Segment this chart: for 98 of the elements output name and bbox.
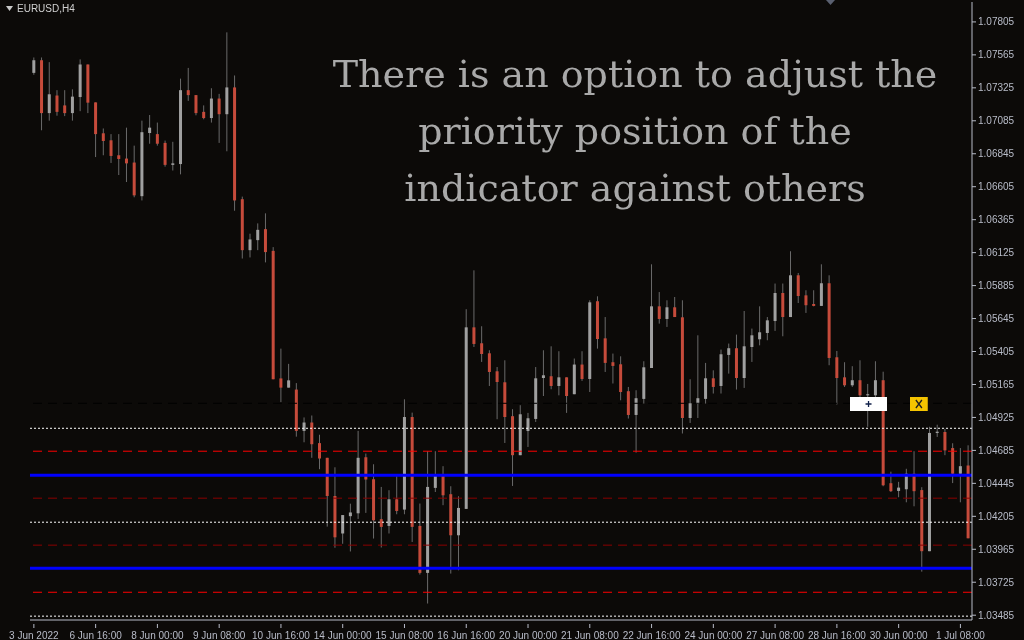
candlestick	[495, 366, 499, 420]
candlestick	[155, 122, 159, 147]
x-tick-label: 28 Jun 16:00	[807, 630, 867, 640]
candlestick	[163, 140, 167, 168]
candlestick	[889, 471, 893, 493]
x-tick-label: 1 Jul 08:00	[935, 630, 986, 640]
y-tick-label: 1.03725	[978, 576, 1015, 588]
candlestick	[557, 350, 561, 396]
candlestick	[472, 269, 476, 348]
candlestick	[171, 141, 175, 172]
candlestick	[565, 376, 569, 414]
candlestick	[379, 486, 383, 548]
y-tick-label: 1.04685	[978, 444, 1015, 456]
candlestick	[47, 61, 51, 122]
candlestick	[194, 94, 198, 116]
x-tick-label: 24 Jun 00:00	[684, 630, 743, 640]
y-tick-label: 1.05405	[978, 346, 1015, 358]
y-tick-label: 1.06605	[978, 181, 1015, 193]
candlestick	[819, 263, 823, 307]
candlestick	[611, 353, 615, 385]
candlestick	[549, 345, 553, 390]
candlestick	[256, 222, 260, 251]
candlestick	[318, 434, 322, 470]
candlestick	[287, 363, 291, 389]
y-tick-label: 1.07565	[978, 49, 1015, 61]
candlestick	[263, 212, 267, 263]
x-tick-label: 16 Jun 16:00	[437, 630, 496, 640]
candlestick	[835, 350, 839, 406]
candlestick	[348, 503, 352, 552]
x-tick-label: 22 Jun 16:00	[622, 630, 681, 640]
candlestick	[943, 428, 947, 456]
y-tick-label: 1.05165	[978, 379, 1015, 391]
chart-title: EURUSD,H4	[17, 3, 75, 14]
y-tick-label: 1.05645	[978, 313, 1015, 325]
y-tick-label: 1.06845	[978, 148, 1015, 160]
x-tick-label: 27 Jun 08:00	[746, 630, 805, 640]
candlestick	[341, 514, 345, 545]
x-tick-label: 3 Jun 2022	[9, 630, 60, 640]
candlestick	[657, 291, 661, 325]
y-tick-label: 1.07325	[978, 82, 1015, 94]
candlestick	[958, 447, 962, 503]
y-tick-label: 1.07805	[978, 16, 1015, 28]
candlestick	[873, 360, 877, 399]
x-tick-label: 10 Jun 16:00	[252, 630, 311, 640]
candlestick	[765, 316, 769, 341]
x-tick-label: 8 Jun 00:00	[131, 630, 184, 640]
x-tick-label: 15 Jun 08:00	[375, 630, 434, 640]
x-tick-label: 6 Jun 16:00	[69, 630, 123, 640]
candlestick	[209, 87, 213, 124]
candlestick	[634, 389, 638, 454]
candlestick	[541, 349, 545, 397]
candlestick	[55, 89, 59, 117]
candlestick	[850, 365, 854, 388]
y-tick-label: 1.03965	[978, 543, 1015, 555]
candlestick	[302, 416, 306, 443]
candlestick	[63, 89, 67, 117]
candlestick	[310, 415, 314, 459]
y-tick-label: 1.04925	[978, 411, 1015, 423]
y-tick-label: 1.04445	[978, 477, 1015, 489]
candlestick	[580, 350, 584, 382]
x-tick-label: 21 Jun 08:00	[560, 630, 620, 640]
y-tick-label: 1.03485	[978, 609, 1015, 621]
candlestick	[526, 412, 530, 448]
candlestick	[804, 289, 808, 314]
candlestick	[217, 93, 221, 144]
x-tick-label: 30 Jun 00:00	[869, 630, 928, 640]
candlestick	[279, 348, 283, 403]
candlestick	[101, 127, 105, 156]
x-tick-label: 9 Jun 08:00	[193, 630, 246, 640]
candlestick	[758, 305, 762, 346]
y-tick-label: 1.06125	[978, 247, 1015, 259]
candlestick	[750, 328, 754, 363]
candlestick	[70, 88, 74, 122]
candlestick	[711, 369, 715, 395]
annotation: There is an option to adjust the priority position of the indicator against others	[331, 51, 939, 212]
candlestick	[364, 453, 368, 514]
x-tick-label: 14 Jun 00:00	[313, 630, 373, 640]
candlestick	[117, 133, 121, 176]
candlestick	[480, 325, 484, 363]
candlestick	[796, 272, 800, 304]
candlestick	[665, 299, 669, 328]
candlestick	[843, 361, 847, 388]
candlestick	[186, 67, 190, 102]
y-tick-label: 1.06365	[978, 214, 1015, 226]
candlestick	[248, 233, 252, 258]
candlestick	[487, 349, 491, 387]
y-tick-label: 1.07085	[978, 115, 1015, 127]
candlestick	[704, 362, 708, 405]
candlestick	[688, 378, 692, 424]
y-tick-label: 1.04205	[978, 510, 1015, 522]
candlestick	[395, 475, 399, 515]
candlestick	[148, 114, 152, 145]
y-tick-label: 1.05885	[978, 280, 1015, 292]
candlestick	[626, 386, 630, 420]
candlestick	[109, 133, 113, 164]
x-tick-label: 20 Jun 00:00	[499, 630, 558, 640]
candlestick	[727, 343, 731, 375]
candlestick	[858, 359, 862, 399]
